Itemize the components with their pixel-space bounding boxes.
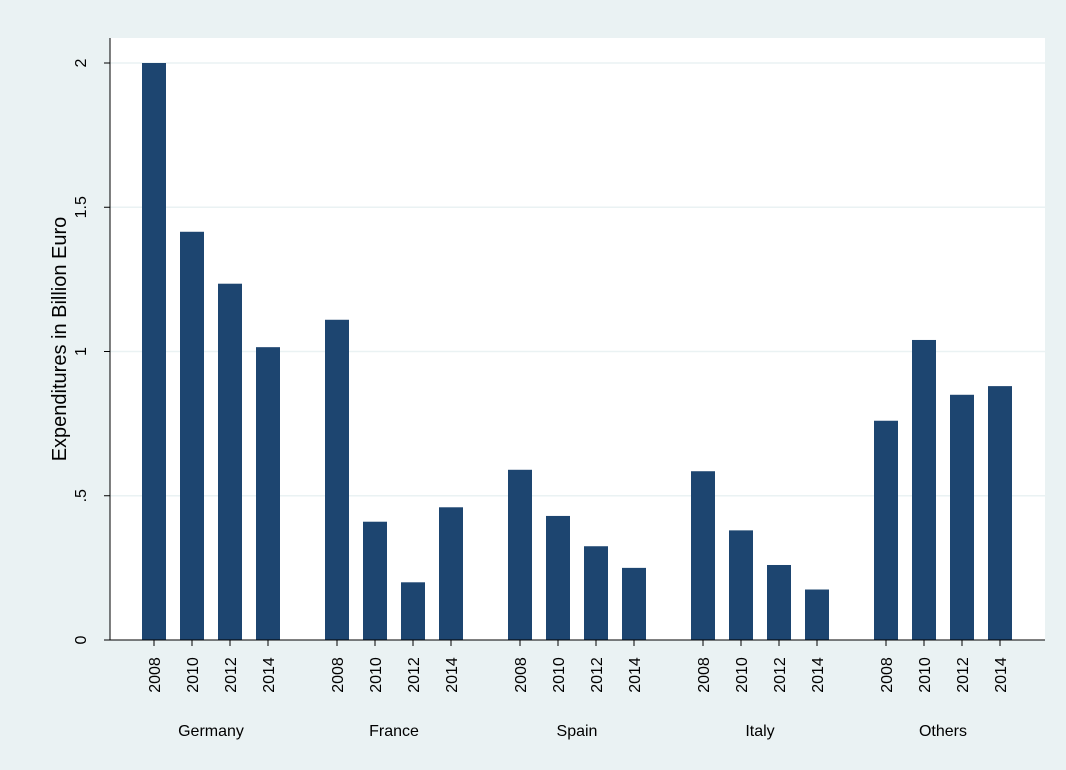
- y-tick-label: 1: [73, 347, 90, 356]
- bar: [180, 231, 204, 640]
- group-label: France: [369, 723, 419, 740]
- bar: [767, 564, 791, 640]
- plot-area: [110, 38, 1045, 640]
- bar: [218, 283, 242, 640]
- group-label: Germany: [178, 723, 244, 740]
- y-axis-ticks: 0 .5 1 1.5 2: [73, 58, 110, 644]
- year-label: 2012: [223, 657, 240, 693]
- y-tick-label: 0: [73, 635, 90, 644]
- year-label: 2010: [185, 657, 202, 693]
- year-label: 2014: [627, 657, 644, 693]
- year-label: 2014: [261, 657, 278, 693]
- y-tick-label: 1.5: [73, 196, 90, 218]
- bar: [912, 339, 936, 640]
- year-label: 2008: [147, 657, 164, 693]
- bars: [142, 63, 1012, 640]
- bar: [950, 394, 974, 640]
- bar: [584, 546, 608, 640]
- year-label: 2012: [589, 657, 606, 693]
- year-label: 2012: [955, 657, 972, 693]
- year-label: 2008: [330, 657, 347, 693]
- bar: [874, 420, 898, 640]
- y-axis-title: Expenditures in Billion Euro: [49, 217, 71, 462]
- bar: [729, 530, 753, 640]
- bar: [142, 63, 166, 640]
- bar: [363, 521, 387, 640]
- year-label: 2012: [772, 657, 789, 693]
- bar: [256, 347, 280, 640]
- year-label: 2012: [406, 657, 423, 693]
- bar: [439, 507, 463, 640]
- year-label: 2008: [696, 657, 713, 693]
- bar: [401, 582, 425, 640]
- year-label: 2010: [368, 657, 385, 693]
- bar: [691, 471, 715, 640]
- year-label: 2008: [879, 657, 896, 693]
- bar: [805, 589, 829, 640]
- year-label: 2010: [551, 657, 568, 693]
- bar: [508, 469, 532, 640]
- year-label: 2010: [734, 657, 751, 693]
- year-label: 2010: [917, 657, 934, 693]
- bar: [325, 319, 349, 640]
- year-label: 2014: [444, 657, 461, 693]
- year-label: 2008: [513, 657, 530, 693]
- year-label: 2014: [810, 657, 827, 693]
- bar: [622, 567, 646, 640]
- y-tick-label: .5: [73, 489, 90, 502]
- x-axis-labels: 2008 2010 2012 2014 Germany 2008 2010 2012 2014 F…: [147, 640, 1010, 740]
- y-tick-label: 2: [73, 58, 90, 67]
- group-label: Others: [919, 723, 967, 740]
- bar: [988, 386, 1012, 640]
- group-label: Spain: [557, 723, 598, 740]
- group-label: Italy: [745, 723, 774, 740]
- bar: [546, 515, 570, 640]
- year-label: 2014: [993, 657, 1010, 693]
